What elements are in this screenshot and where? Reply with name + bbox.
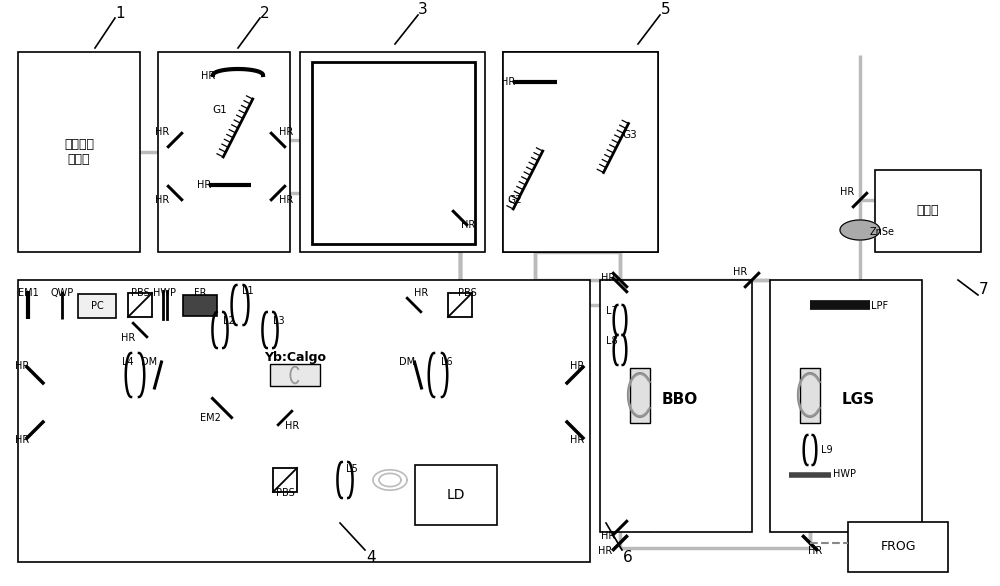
Bar <box>158 52 290 252</box>
Text: HR: HR <box>197 180 211 190</box>
Text: HR: HR <box>461 220 475 230</box>
Text: EM1: EM1 <box>18 288 38 298</box>
Text: L4: L4 <box>122 357 134 367</box>
Text: HR: HR <box>570 435 584 445</box>
Text: HR: HR <box>279 195 293 205</box>
Text: DM: DM <box>399 357 415 367</box>
Text: 2: 2 <box>260 5 270 21</box>
Text: G1: G1 <box>213 105 227 115</box>
Bar <box>312 62 475 244</box>
Bar <box>273 468 297 492</box>
Text: HR: HR <box>414 288 428 298</box>
Bar <box>300 52 485 252</box>
Text: G3: G3 <box>623 130 637 140</box>
Text: 5: 5 <box>661 2 671 18</box>
Bar <box>630 367 650 423</box>
Text: HR: HR <box>840 187 854 197</box>
Text: PBS: PBS <box>458 288 476 298</box>
Bar <box>18 52 140 252</box>
Bar <box>448 293 472 317</box>
Bar <box>270 364 320 386</box>
Text: HR: HR <box>155 127 169 137</box>
Bar <box>848 522 948 572</box>
Text: HR: HR <box>155 195 169 205</box>
Text: HR: HR <box>598 546 612 556</box>
Bar <box>600 280 752 532</box>
Bar <box>800 367 820 423</box>
Text: FR: FR <box>194 288 206 298</box>
Text: HR: HR <box>501 77 515 87</box>
Text: HR: HR <box>570 361 584 371</box>
Text: BBO: BBO <box>662 393 698 407</box>
Text: L3: L3 <box>273 316 285 326</box>
Bar <box>875 170 981 252</box>
Text: DM: DM <box>141 357 157 367</box>
Text: PBS: PBS <box>131 288 149 298</box>
Text: LGS: LGS <box>841 393 875 407</box>
Text: 4: 4 <box>366 550 376 565</box>
Bar <box>415 465 497 525</box>
Text: 7: 7 <box>979 282 989 298</box>
Text: HR: HR <box>15 435 29 445</box>
Text: HR: HR <box>15 361 29 371</box>
Text: L1: L1 <box>242 286 254 296</box>
Text: 3: 3 <box>418 2 428 18</box>
Text: EM2: EM2 <box>200 413 220 423</box>
Text: 掺镱光纤
振荡器: 掺镱光纤 振荡器 <box>64 138 94 166</box>
Text: ZnSe: ZnSe <box>870 227 895 237</box>
Text: LPF: LPF <box>871 301 889 311</box>
Bar <box>128 293 152 317</box>
Text: 单色仪: 单色仪 <box>917 205 939 217</box>
Bar <box>78 294 116 318</box>
Bar <box>183 295 217 315</box>
Text: 1: 1 <box>115 5 125 21</box>
Text: HR: HR <box>279 127 293 137</box>
Polygon shape <box>840 220 880 240</box>
Text: HWP: HWP <box>834 469 856 479</box>
Text: L5: L5 <box>346 464 358 474</box>
Bar <box>503 52 658 252</box>
Text: HR: HR <box>601 531 615 541</box>
Text: L8: L8 <box>606 336 618 346</box>
Text: HR: HR <box>121 333 135 343</box>
Text: L2: L2 <box>223 316 235 326</box>
Text: PC: PC <box>91 301 103 311</box>
Text: HR: HR <box>733 267 747 277</box>
Text: HWP: HWP <box>154 288 176 298</box>
Bar <box>503 52 658 252</box>
Text: PBS: PBS <box>276 488 294 498</box>
Text: FROG: FROG <box>880 540 916 554</box>
Text: HR: HR <box>201 71 215 81</box>
Text: HR: HR <box>808 546 822 556</box>
Text: HR: HR <box>285 421 299 431</box>
Text: QWP: QWP <box>50 288 74 298</box>
Text: LD: LD <box>447 488 465 502</box>
Text: G2: G2 <box>508 195 522 205</box>
Text: L7: L7 <box>606 306 618 316</box>
Text: L9: L9 <box>821 445 833 455</box>
Bar <box>18 280 590 562</box>
Text: HR: HR <box>601 273 615 283</box>
Text: 6: 6 <box>623 550 633 565</box>
Text: L6: L6 <box>441 357 453 367</box>
Text: Yb:Calgo: Yb:Calgo <box>264 352 326 364</box>
Bar <box>770 280 922 532</box>
